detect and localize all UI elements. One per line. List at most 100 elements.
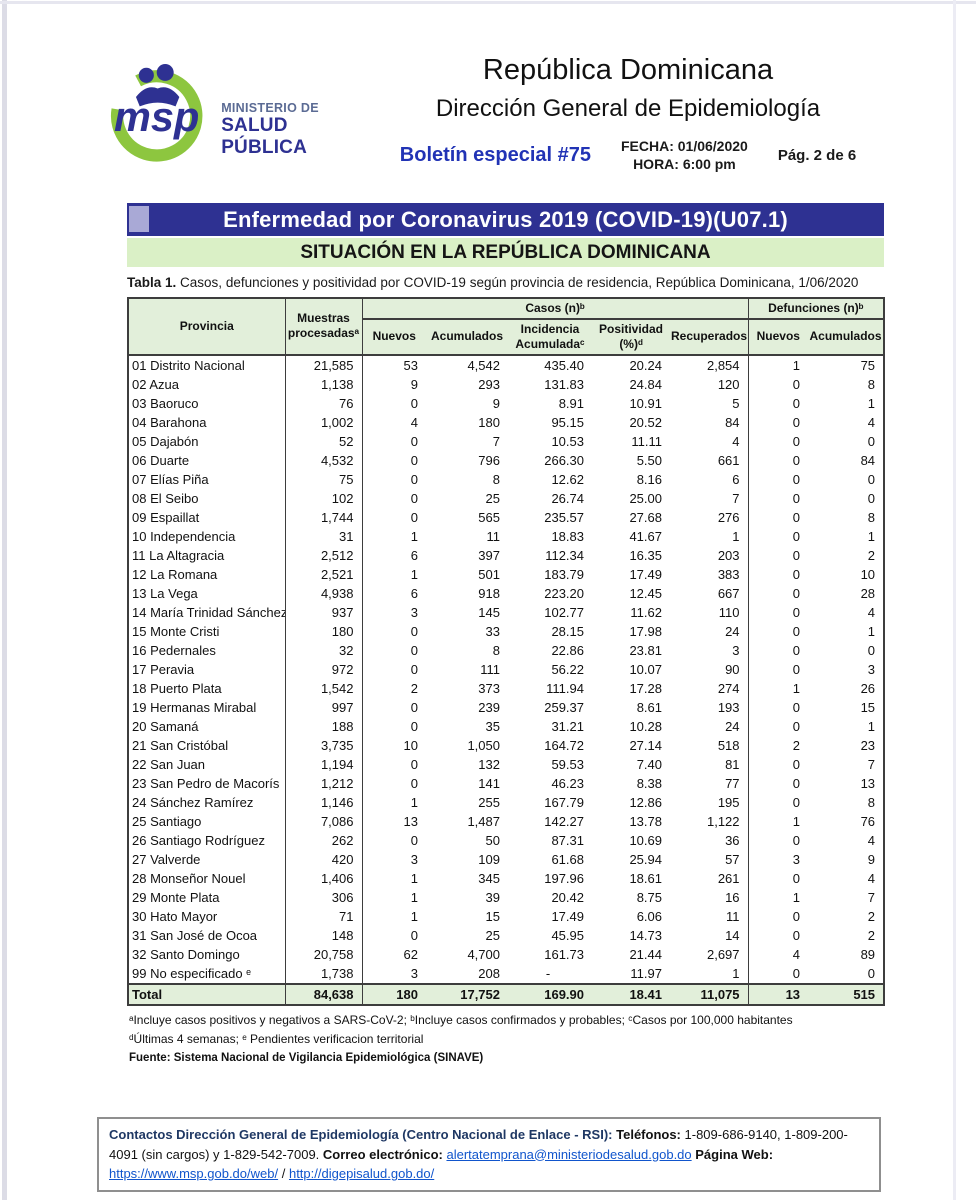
cell-casos-acumulados: 25 [485, 927, 500, 943]
cell-incidencia-acumulada: 28.15 [551, 623, 584, 639]
cell-positividad: 13.78 [629, 813, 662, 829]
cell-defunciones-acumulados: 8 [867, 376, 876, 392]
cell-recuperados: 6 [670, 469, 749, 489]
cell-incidencia-acumulada: 266.30 [544, 452, 584, 468]
msp-logo-icon: msp [110, 63, 203, 162]
cell-positividad: 12.86 [629, 794, 662, 810]
contact-web-label: Página Web: [695, 1146, 774, 1162]
cell-provincia: 03 Baoruco [128, 393, 286, 413]
cell-muestras-procesadas: 3,735 [285, 735, 363, 755]
cell-recuperados: 77 [670, 773, 749, 793]
contact-web-link-1[interactable]: https://www.msp.gob.do/web/ [109, 1166, 279, 1181]
table-row: 06 Duarte 4,532 0 796 266.30 5.50 661 0 84 [128, 450, 884, 470]
table-caption: Tabla 1. Casos, defunciones y positivida… [127, 274, 884, 291]
document-header: msp MINISTERIO DE SALUD PÚBLICA Repúblic… [0, 0, 976, 173]
table-row: 01 Distrito Nacional 21,585 53 4,542 435.40 2… [128, 354, 884, 375]
col-header-positividad: Positividad (%)ᵈ [592, 318, 670, 355]
cell-recuperados: 661 [670, 450, 749, 470]
cell-casos-nuevos: 180 [362, 982, 426, 1005]
cell-muestras-procesadas: 1,146 [285, 792, 363, 812]
cell-incidencia-acumulada: 161.73 [544, 946, 584, 962]
cell-casos-nuevos: 0 [410, 661, 418, 677]
cell-provincia: Total [128, 982, 286, 1005]
cell-positividad: 11.97 [630, 965, 662, 981]
cell-provincia: 04 Barahona [128, 412, 286, 432]
cell-recuperados: 57 [670, 849, 749, 869]
contact-web-link-2[interactable]: http://digepisalud.gob.do/ [288, 1166, 435, 1181]
cell-recuperados: 2,697 [670, 944, 749, 964]
cell-positividad: 41.67 [629, 528, 662, 544]
cell-defunciones-acumulados: 0 [867, 642, 876, 658]
cell-positividad: 20.24 [629, 357, 662, 373]
table-row: 31 San José de Ocoa 148 0 25 45.95 14.73 14 0 2 [128, 925, 884, 945]
cell-provincia: 14 María Trinidad Sánchez [128, 602, 286, 622]
country-title: República Dominicana [482, 54, 774, 86]
col-group-casos: Casos (n)ᵇ [362, 297, 749, 320]
banner-notch [129, 206, 149, 233]
cell-casos-nuevos: 1 [410, 794, 418, 810]
col-header-defunciones-acumulados: Acumulados [808, 318, 885, 355]
table-row: 07 Elías Piña 75 0 8 12.62 8.16 6 0 0 [128, 469, 884, 489]
cell-incidencia-acumulada: 61.68 [551, 851, 584, 867]
cell-casos-nuevos: 6 [410, 585, 418, 601]
contact-email-link[interactable]: alertatemprana@ministeriodesalud.gob.do [446, 1146, 692, 1162]
cell-muestras-procesadas: 1,738 [285, 963, 363, 984]
cell-defunciones-acumulados: 9 [867, 851, 876, 867]
cell-recuperados: 24 [670, 716, 749, 736]
cell-defunciones-nuevos: 0 [792, 566, 801, 582]
cell-defunciones-nuevos: 0 [792, 775, 801, 791]
table-row: 10 Independencia 31 1 11 18.83 41.67 1 0 1 [128, 526, 884, 546]
cell-provincia: 01 Distrito Nacional [128, 354, 286, 375]
cell-defunciones-nuevos: 1 [792, 680, 801, 696]
cell-positividad: 27.68 [629, 509, 662, 525]
cell-recuperados: 1 [670, 963, 749, 984]
cell-casos-acumulados: 7 [492, 433, 500, 449]
table-row: 17 Peravia 972 0 111 56.22 10.07 90 0 3 [128, 659, 884, 679]
cell-incidencia-acumulada: 167.79 [544, 794, 584, 810]
cell-defunciones-acumulados: 0 [867, 965, 876, 981]
cell-casos-nuevos: 1 [410, 908, 418, 924]
cell-recuperados: 7 [670, 488, 749, 508]
cell-provincia: 07 Elías Piña [128, 469, 286, 489]
cell-defunciones-nuevos: 0 [792, 699, 801, 715]
col-header-casos-nuevos: Nuevos [362, 318, 426, 355]
cell-incidencia-acumulada: 183.79 [544, 566, 584, 582]
table-row: 11 La Altagracia 2,512 6 397 112.34 16.35 203 0… [128, 545, 884, 565]
cell-muestras-procesadas: 180 [285, 621, 363, 641]
cell-incidencia-acumulada: 10.53 [551, 433, 584, 449]
cell-recuperados: 1,122 [670, 811, 749, 831]
cell-defunciones-nuevos: 0 [792, 490, 801, 506]
cell-incidencia-acumulada: 131.83 [544, 376, 584, 392]
table-row: 99 No especificado ᵉ 1,738 3 208 - 11.97 1 0 0 [128, 963, 884, 984]
cell-defunciones-nuevos: 2 [792, 737, 801, 753]
hora-label: HORA: 6:00 pm [633, 156, 736, 173]
cell-incidencia-acumulada: 435.40 [544, 357, 584, 373]
cell-defunciones-nuevos: 0 [792, 927, 801, 943]
cell-incidencia-acumulada: 197.96 [544, 870, 584, 886]
cell-casos-acumulados: 208 [478, 965, 500, 981]
cell-provincia: 25 Santiago [128, 811, 286, 831]
contact-phones: 1-809-686-9140, 1-809-200-4091 (sin carg… [109, 1127, 848, 1162]
cell-recuperados: 4 [670, 431, 749, 451]
footnote-line-1: ᵃIncluye casos positivos y negativos a S… [129, 1012, 793, 1027]
cell-casos-nuevos: 3 [410, 851, 418, 867]
cell-recuperados: 120 [670, 374, 749, 394]
cell-defunciones-acumulados: 0 [867, 471, 876, 487]
cell-defunciones-nuevos: 0 [792, 832, 801, 848]
cell-muestras-procesadas: 2,521 [285, 564, 363, 584]
contact-email-label: Correo electrónico: [322, 1146, 443, 1162]
cell-casos-acumulados: 501 [478, 566, 500, 582]
cell-casos-acumulados: 141 [478, 775, 500, 791]
cell-recuperados: 193 [670, 697, 749, 717]
date-time-block: FECHA: 01/06/2020 HORA: 6:00 pm [621, 137, 748, 173]
cell-defunciones-nuevos: 0 [792, 908, 801, 924]
cell-defunciones-acumulados: 26 [860, 680, 876, 696]
cell-defunciones-nuevos: 0 [792, 376, 801, 392]
footnote-line-2: ᵈÚltimas 4 semanas; ᵉ Pendientes verific… [129, 1031, 424, 1046]
table-row: 26 Santiago Rodríguez 262 0 50 87.31 10.69 36 0… [128, 830, 884, 850]
table-row: 14 María Trinidad Sánchez 937 3 145 102.77 11… [128, 602, 884, 622]
cell-incidencia-acumulada: 235.57 [544, 509, 584, 525]
cell-muestras-procesadas: 1,002 [285, 412, 363, 432]
cell-recuperados: 667 [670, 583, 749, 603]
